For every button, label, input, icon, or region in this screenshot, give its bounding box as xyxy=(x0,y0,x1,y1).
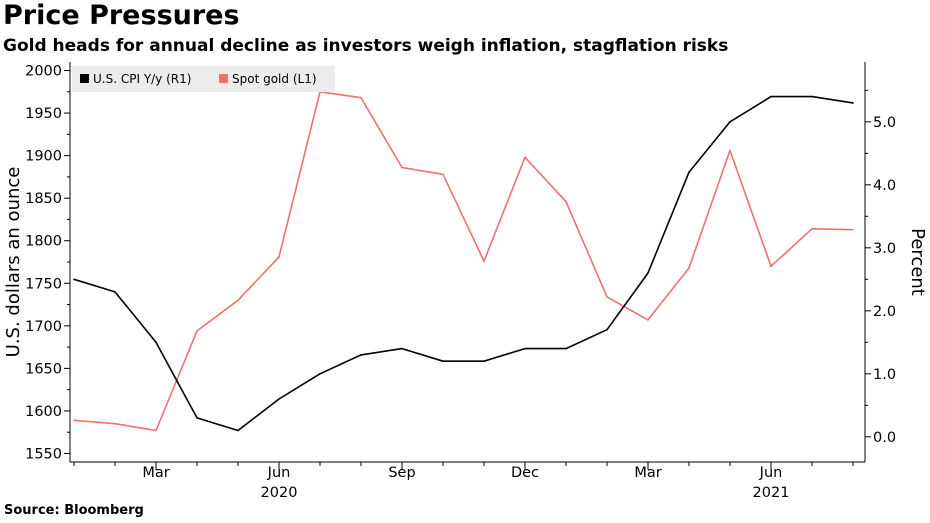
left-tick-label: 1600 xyxy=(25,404,62,420)
left-tick-label: 1550 xyxy=(25,446,62,462)
x-tick-label: Jun xyxy=(759,465,783,481)
legend-swatch-cpi xyxy=(80,74,89,83)
x-tick-label: Jun xyxy=(267,465,291,481)
x-tick-label: Dec xyxy=(511,465,539,481)
legend-background xyxy=(72,66,335,92)
right-tick-label: 1.0 xyxy=(873,367,896,383)
cpi-point xyxy=(483,360,485,363)
chart-subtitle: Gold heads for annual decline as investo… xyxy=(3,36,729,56)
gold-point xyxy=(73,419,75,422)
cpi-point xyxy=(360,354,362,356)
chart-title: Price Pressures xyxy=(3,0,240,31)
gold-point xyxy=(852,228,854,231)
gold-point xyxy=(647,319,649,321)
source-note: Source: Bloomberg xyxy=(4,503,144,518)
gold-point xyxy=(688,267,690,269)
legend-swatch-gold xyxy=(219,74,228,83)
cpi-point xyxy=(811,95,813,98)
gold-point xyxy=(196,330,198,332)
cpi-point xyxy=(524,347,526,350)
left-tick-label: 1700 xyxy=(25,319,62,335)
x-year-label: 2021 xyxy=(753,485,790,500)
cpi-point xyxy=(237,429,239,432)
left-tick-label: 1950 xyxy=(25,106,62,122)
gold-point xyxy=(401,166,403,169)
cpi-point xyxy=(114,291,116,293)
cpi-point xyxy=(770,95,772,98)
gold-point xyxy=(155,429,157,432)
gold-point xyxy=(811,228,813,230)
cpi-point xyxy=(647,272,649,274)
legend-label-gold: Spot gold (L1) xyxy=(232,72,317,86)
x-tick-label: Mar xyxy=(142,465,169,481)
gold-point xyxy=(360,96,362,99)
gold-line xyxy=(73,91,854,432)
left-tick-label: 1900 xyxy=(25,149,62,165)
gold-point xyxy=(114,422,116,425)
left-tick-label: 1800 xyxy=(25,234,62,250)
cpi-point xyxy=(442,360,444,363)
left-tick-label: 1850 xyxy=(25,191,62,207)
gold-point xyxy=(729,149,731,152)
cpi-point xyxy=(565,347,567,350)
gold-point xyxy=(442,173,444,176)
x-tick-label: Mar xyxy=(634,465,661,481)
cpi-point xyxy=(73,278,75,281)
cpi-point xyxy=(196,417,198,419)
cpi-point xyxy=(155,341,157,344)
left-axis-title: U.S. dollars an ounce xyxy=(3,167,24,358)
series-lines xyxy=(73,91,854,432)
gold-point xyxy=(565,200,567,203)
right-tick-label: 2.0 xyxy=(873,304,896,320)
cpi-point xyxy=(319,373,321,375)
gold-point xyxy=(278,256,280,258)
right-axis-title: Percent xyxy=(907,228,928,296)
cpi-point xyxy=(852,102,854,104)
cpi-point xyxy=(688,171,690,173)
cpi-point xyxy=(278,398,280,400)
gold-point xyxy=(606,296,608,298)
gold-point xyxy=(483,260,485,262)
x-tick-label: Sep xyxy=(388,465,415,481)
legend: U.S. CPI Y/y (R1) Spot gold (L1) xyxy=(72,66,335,92)
right-tick-label: 5.0 xyxy=(873,115,896,131)
right-tick-label: 0.0 xyxy=(873,430,896,446)
cpi-point xyxy=(401,347,403,350)
right-tick-label: 3.0 xyxy=(873,241,896,257)
legend-label-cpi: U.S. CPI Y/y (R1) xyxy=(93,72,191,86)
left-tick-label: 1650 xyxy=(25,361,62,377)
cpi-point xyxy=(606,328,608,331)
x-year-label: 2020 xyxy=(261,485,298,500)
right-tick-label: 4.0 xyxy=(873,178,896,194)
gold-point xyxy=(770,265,772,268)
left-axis: 1550 1600 1650 1700 1750 1800 1850 1900 1950 2000 xyxy=(25,62,71,462)
left-tick-label: 2000 xyxy=(25,64,62,80)
cpi-line xyxy=(73,95,854,432)
left-tick-label: 1750 xyxy=(25,276,62,292)
gold-point xyxy=(237,299,239,302)
chart-canvas: 1550 1600 1650 1700 1750 1800 1850 1900 1950 2000… xyxy=(3,62,928,500)
cpi-point xyxy=(729,121,731,123)
right-axis: 0.0 1.0 2.0 3.0 4.0 5.0 xyxy=(864,62,896,462)
x-axis: Mar Jun Sep Dec Mar Jun 2020 2021 xyxy=(70,461,865,500)
gold-point xyxy=(524,156,526,159)
